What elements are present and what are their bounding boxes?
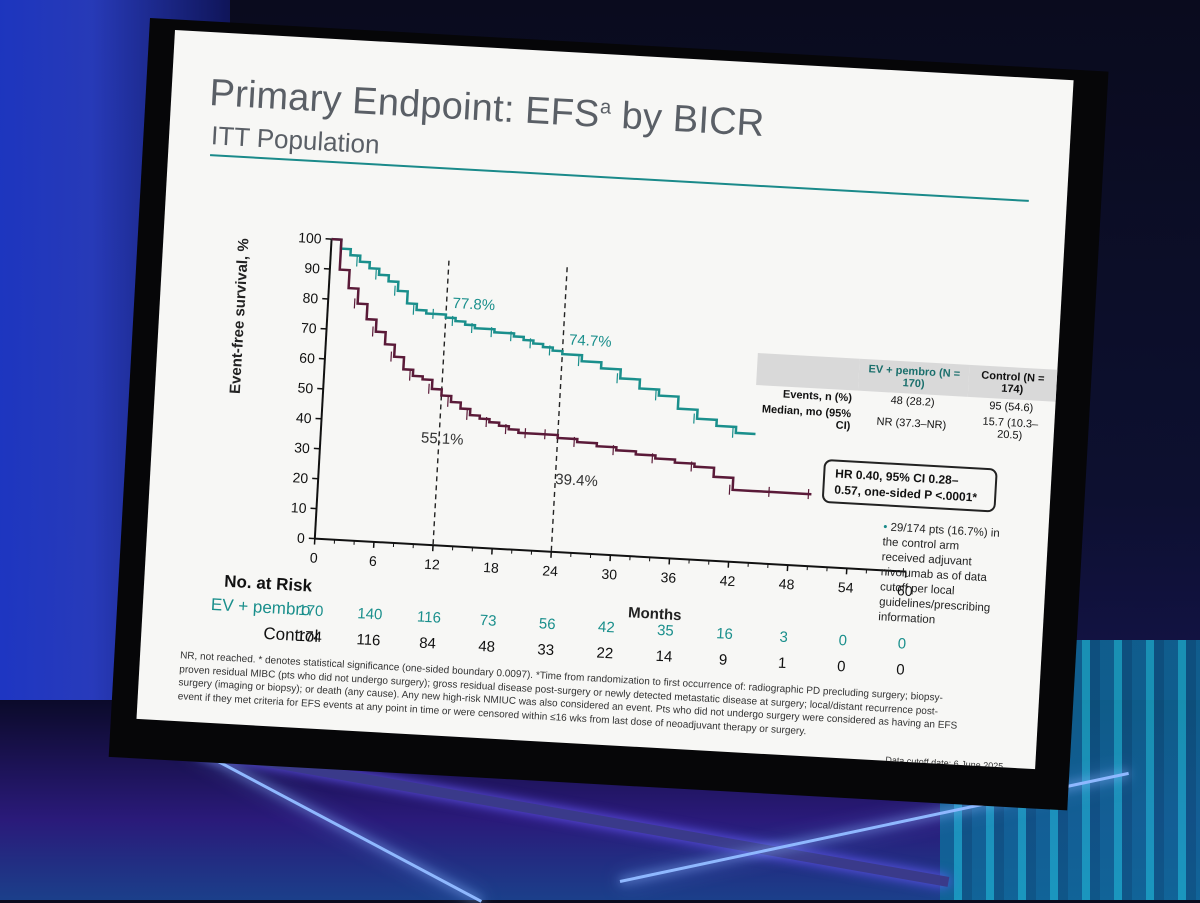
censor-mark-control-19 [505, 424, 506, 434]
risk-control-value-9: 0 [821, 657, 862, 676]
risk-ev-value-7: 16 [704, 625, 745, 644]
censor-mark-control-21 [525, 428, 526, 438]
censor-mark-ev-13 [452, 316, 453, 326]
x-tick-label-54: 54 [838, 579, 855, 596]
y-tick-label-10: 10 [291, 499, 308, 516]
risk-ev-value-10: 0 [881, 634, 922, 653]
censor-mark-control-7 [391, 352, 392, 362]
censor-mark-ev-27 [617, 373, 618, 383]
risk-ev-value-9: 0 [822, 631, 863, 650]
risk-control-value-10: 0 [880, 660, 921, 679]
censor-mark-ev-5 [376, 270, 377, 280]
risk-ev-value-5: 42 [586, 618, 627, 637]
censor-mark-ev-17 [491, 327, 492, 337]
risk-ev-value-3: 73 [468, 611, 509, 630]
censor-mark-control-23 [545, 429, 546, 439]
censor-mark-ev-21 [530, 338, 531, 348]
bullet-note-text: 29/174 pts (16.7%) in the control arm re… [878, 522, 1000, 626]
x-tick-label-0: 0 [309, 549, 318, 565]
y-tick-label-20: 20 [292, 469, 309, 486]
risk-ev-value-2: 116 [409, 608, 450, 627]
censor-mark-control-13 [448, 397, 449, 407]
censor-mark-control-31 [691, 462, 692, 472]
y-tick-label-0: 0 [297, 530, 306, 546]
stats-header-control: Control (N = 174) [968, 365, 1058, 402]
censor-mark-ev-25 [578, 356, 579, 366]
censor-mark-ev-19 [511, 331, 512, 341]
censor-mark-ev-23 [549, 345, 550, 355]
y-tick-label-80: 80 [302, 290, 319, 307]
x-tick-label-24: 24 [542, 562, 559, 579]
censor-mark-ev-29 [656, 390, 657, 400]
bullet-note: • 29/174 pts (16.7%) in the control arm … [878, 520, 1004, 631]
y-tick-label-60: 60 [299, 349, 316, 366]
risk-ev-value-6: 35 [645, 621, 686, 640]
y-tick-label-30: 30 [294, 439, 311, 456]
annotation-55-1pct: 55.1% [421, 429, 464, 448]
risk-ev-value-0: 170 [290, 601, 331, 620]
censor-mark-ev-11 [433, 309, 434, 319]
annotation-39-4pct: 39.4% [555, 471, 598, 490]
censor-mark-control-5 [373, 327, 374, 337]
x-tick-label-12: 12 [424, 556, 441, 573]
censor-mark-ev-9 [413, 305, 414, 315]
x-tick-label-48: 48 [778, 576, 795, 593]
landmark-line-12 [433, 261, 449, 546]
landmark-line-24 [551, 267, 567, 552]
censor-mark-control-3 [354, 298, 355, 308]
censor-mark-control-17 [486, 417, 487, 427]
censor-mark-control-29 [652, 453, 653, 463]
y-tick-label-50: 50 [297, 379, 314, 396]
censor-mark-control-37 [808, 489, 809, 499]
risk-control-value-1: 116 [348, 631, 389, 650]
risk-control-value-0: 174 [289, 627, 330, 646]
risk-control-value-4: 33 [525, 641, 566, 660]
y-tick-label-90: 90 [304, 260, 321, 277]
risk-control-value-8: 1 [762, 654, 803, 673]
x-tick-label-36: 36 [660, 569, 677, 586]
stats-median-control: 15.7 (10.3–20.5) [965, 413, 1054, 446]
y-tick-label-70: 70 [301, 320, 318, 337]
stats-row-median-label: Median, mo (95% CI) [754, 401, 858, 435]
y-tick-label-40: 40 [296, 409, 313, 426]
risk-ev-value-1: 140 [349, 605, 390, 624]
x-tick-label-6: 6 [369, 553, 378, 569]
x-tick-label-42: 42 [719, 572, 736, 589]
x-tick-label-30: 30 [601, 566, 618, 583]
censor-mark-ev-7 [395, 286, 396, 296]
risk-control-value-3: 48 [466, 637, 507, 656]
risk-ev-value-4: 56 [527, 615, 568, 634]
series-line-control [319, 239, 824, 494]
annotation-74-7pct: 74.7% [569, 331, 612, 350]
censor-mark-control-15 [467, 410, 468, 420]
censor-mark-control-27 [613, 445, 614, 455]
censor-mark-control-9 [410, 371, 411, 381]
risk-ev-value-8: 3 [763, 628, 804, 647]
x-tick-label-18: 18 [483, 559, 500, 576]
risk-control-value-6: 14 [644, 647, 685, 666]
risk-control-value-7: 9 [703, 650, 744, 669]
risk-control-value-5: 22 [584, 644, 625, 663]
censor-mark-ev-3 [357, 257, 358, 267]
censor-mark-control-25 [574, 437, 575, 447]
risk-control-value-2: 84 [407, 634, 448, 653]
annotation-77-8pct: 77.8% [452, 295, 495, 314]
censor-mark-control-11 [429, 384, 430, 394]
presentation-slide: Primary Endpoint: EFSa by BICR ITT Popul… [136, 30, 1073, 769]
censor-mark-ev-33 [733, 428, 734, 438]
censor-mark-ev-31 [694, 414, 695, 424]
y-tick-label-100: 100 [298, 229, 322, 246]
series-line-ev-pembro [322, 239, 765, 434]
censor-mark-ev-15 [472, 323, 473, 333]
censor-mark-control-35 [769, 487, 770, 497]
censor-mark-control-33 [729, 485, 730, 495]
